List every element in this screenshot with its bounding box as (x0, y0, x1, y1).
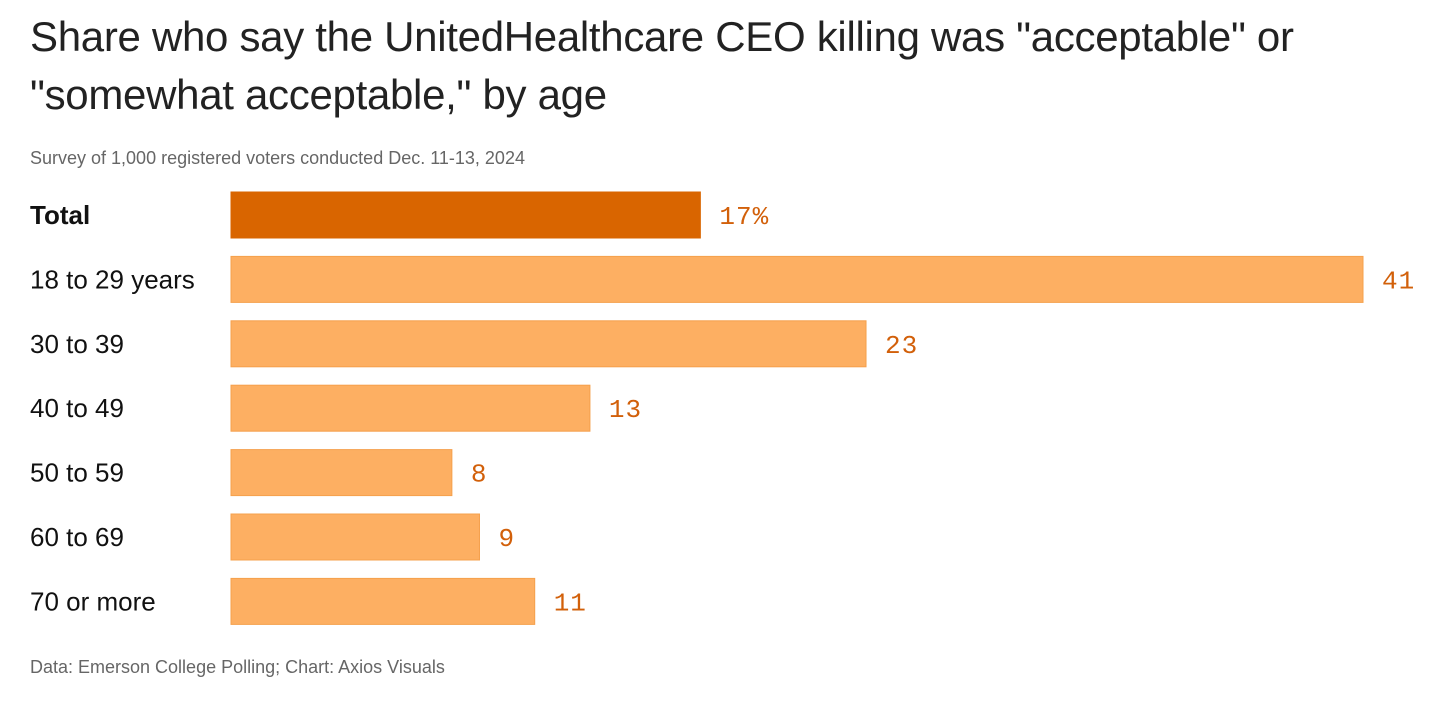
chart-title: Share who say the UnitedHealthcare CEO k… (30, 13, 1294, 118)
category-label: 40 to 49 (30, 393, 124, 423)
bar (230, 577, 536, 625)
bar (230, 384, 591, 432)
value-label: 9 (498, 524, 515, 554)
chart-source-note: Data: Emerson College Polling; Chart: Ax… (30, 657, 445, 677)
category-label: Total (30, 200, 90, 230)
bar (230, 255, 1364, 303)
value-label: 13 (609, 395, 642, 425)
bar (230, 449, 453, 497)
bar (230, 320, 867, 368)
category-label: 60 to 69 (30, 522, 124, 552)
value-label: 11 (554, 588, 587, 618)
category-label: 50 to 59 (30, 458, 124, 488)
category-label: 30 to 39 (30, 329, 124, 359)
category-label: 18 to 29 years (30, 264, 195, 294)
value-label: 41 (1382, 266, 1415, 296)
bar (230, 513, 480, 561)
value-label: 23 (885, 331, 918, 361)
value-label: 17% (719, 202, 769, 232)
chart-subtitle: Survey of 1,000 registered voters conduc… (30, 148, 525, 168)
bar-total (230, 191, 701, 239)
value-label: 8 (471, 460, 488, 490)
category-label: 70 or more (30, 586, 156, 616)
